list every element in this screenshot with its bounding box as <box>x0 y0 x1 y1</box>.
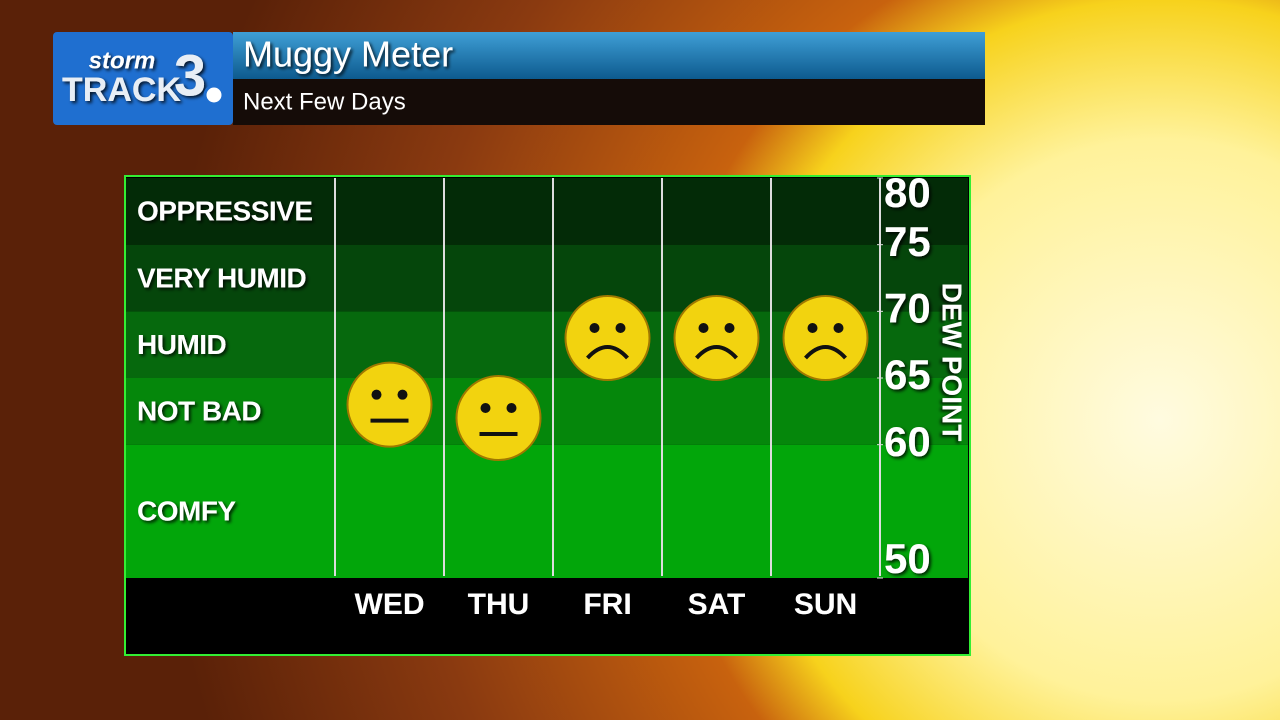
face-disc <box>782 295 869 381</box>
face-mouth <box>586 345 629 360</box>
band-label: COMFY <box>137 496 236 527</box>
x-tick-label: FRI <box>583 588 631 621</box>
face-eye <box>397 389 408 400</box>
x-tick-label: THU <box>468 588 530 621</box>
subtitle-bar <box>233 79 985 125</box>
subtitle: Next Few Days <box>243 88 406 115</box>
face-mouth <box>695 345 738 360</box>
face-eye <box>371 389 382 400</box>
face <box>564 295 651 381</box>
band-label: VERY HUMID <box>137 262 307 293</box>
y-tick-label: 60 <box>884 418 931 465</box>
x-tick-label: SAT <box>688 588 746 621</box>
y-tick-label: 70 <box>884 284 931 331</box>
chart: COMFY NOT BAD HUMID VERY HUMID OPPRESSIVE DEW… <box>124 169 971 656</box>
face-eye <box>589 323 600 333</box>
face-disc <box>673 295 760 381</box>
face-disc <box>346 361 433 448</box>
title-bar <box>233 32 985 79</box>
y-tick-label: 65 <box>884 351 931 398</box>
x-tick-label: SUN <box>794 588 857 621</box>
face-eye <box>698 323 709 333</box>
face <box>782 295 869 381</box>
band-label: NOT BAD <box>137 396 261 427</box>
face-eye <box>480 403 491 413</box>
face-disc <box>564 295 651 381</box>
face <box>673 295 760 381</box>
band <box>126 178 968 245</box>
y-tick-label: 75 <box>884 218 931 265</box>
face-mouth <box>804 345 847 360</box>
logo-top: storm <box>89 47 156 74</box>
band-label: OPPRESSIVE <box>137 196 313 227</box>
face-eye <box>615 323 626 333</box>
title: Muggy Meter <box>243 34 453 75</box>
face-disc <box>455 375 542 461</box>
logo-main: TRACK <box>62 71 181 109</box>
band <box>126 378 968 445</box>
day-strip <box>126 578 969 654</box>
face-eye <box>833 323 844 333</box>
logo-eye <box>203 84 225 106</box>
y-tick-label: 50 <box>884 535 931 582</box>
y-axis-label: DEW POINT <box>937 283 968 442</box>
face-eye <box>807 323 818 333</box>
band-label: HUMID <box>137 329 227 360</box>
face-eye <box>724 323 735 333</box>
logo-box <box>53 32 233 125</box>
y-tick-label: 80 <box>884 169 931 216</box>
x-tick-label: WED <box>355 588 425 621</box>
logo-number: 3 <box>174 43 206 108</box>
band <box>126 444 968 578</box>
face <box>346 361 433 448</box>
face <box>455 375 542 461</box>
face-eye <box>506 403 517 413</box>
